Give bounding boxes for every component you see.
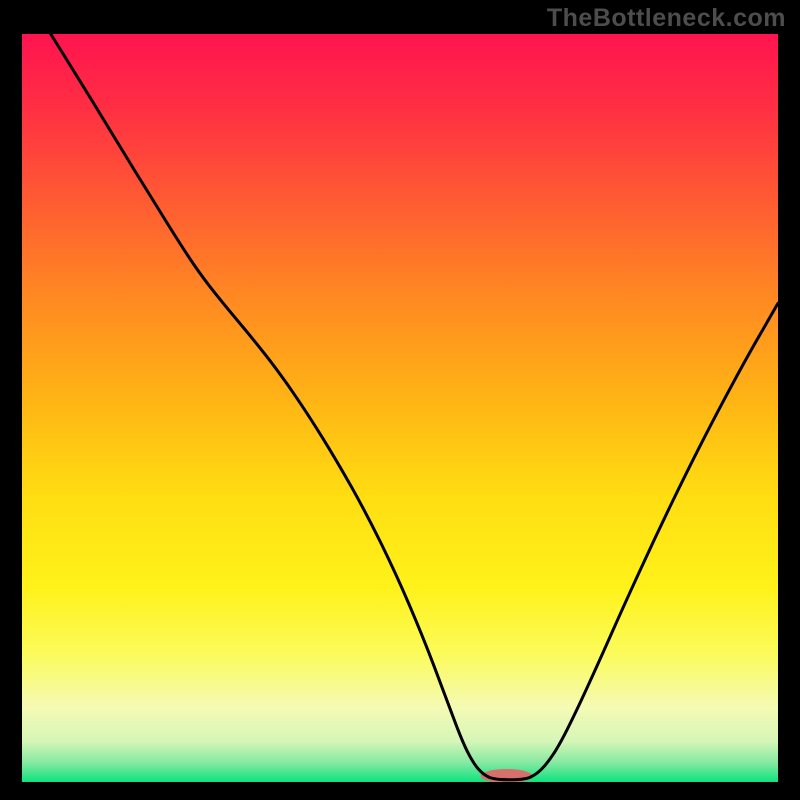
watermark-text: TheBottleneck.com bbox=[547, 4, 786, 33]
plot-area bbox=[22, 34, 778, 782]
plot-svg bbox=[22, 34, 778, 782]
gradient-background bbox=[22, 34, 778, 782]
chart-canvas: TheBottleneck.com bbox=[0, 0, 800, 800]
